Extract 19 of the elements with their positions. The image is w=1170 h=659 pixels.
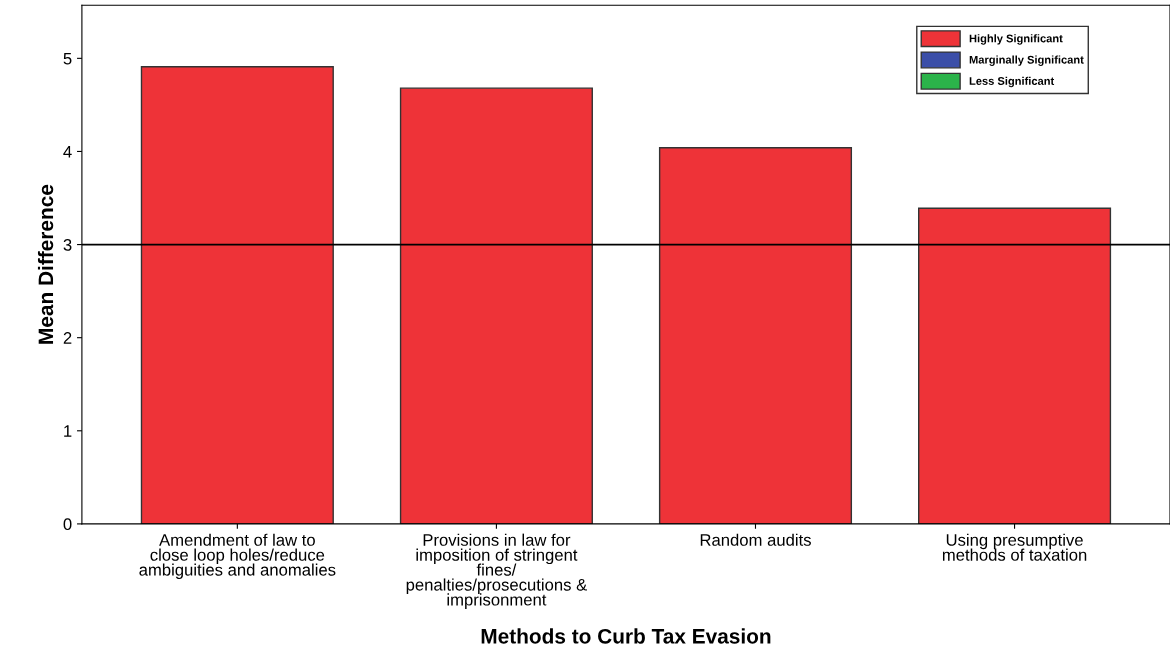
y-tick-label: 4 xyxy=(63,146,72,158)
bar xyxy=(658,147,853,524)
bar xyxy=(140,66,334,524)
x-tick-label: Random audits xyxy=(700,533,811,546)
y-axis-title: Mean Difference xyxy=(37,184,54,344)
legend-label: Less Significant xyxy=(969,76,1055,88)
x-axis-title: Methods to Curb Tax Evasion xyxy=(481,628,771,644)
bar xyxy=(399,87,593,524)
legend-label: Marginally Significant xyxy=(969,55,1084,66)
y-tick-label: 5 xyxy=(63,52,72,65)
y-tick-label: 3 xyxy=(63,238,72,251)
y-tick-label: 2 xyxy=(63,332,72,344)
x-tick-label: Provisions in law for imposition of stringent fines/ penalties/prosecutions & imprisonment xyxy=(406,533,587,609)
x-tick-label: Amendment of law to close loop holes/reduce ambiguities and anomalies xyxy=(139,533,336,580)
bar xyxy=(918,207,1112,524)
y-tick-label: 1 xyxy=(64,425,72,437)
legend-label: Highly Significant xyxy=(969,34,1063,45)
x-tick-label: Using presumptive methods of taxation xyxy=(942,533,1087,561)
y-tick-label: 0 xyxy=(63,518,72,531)
